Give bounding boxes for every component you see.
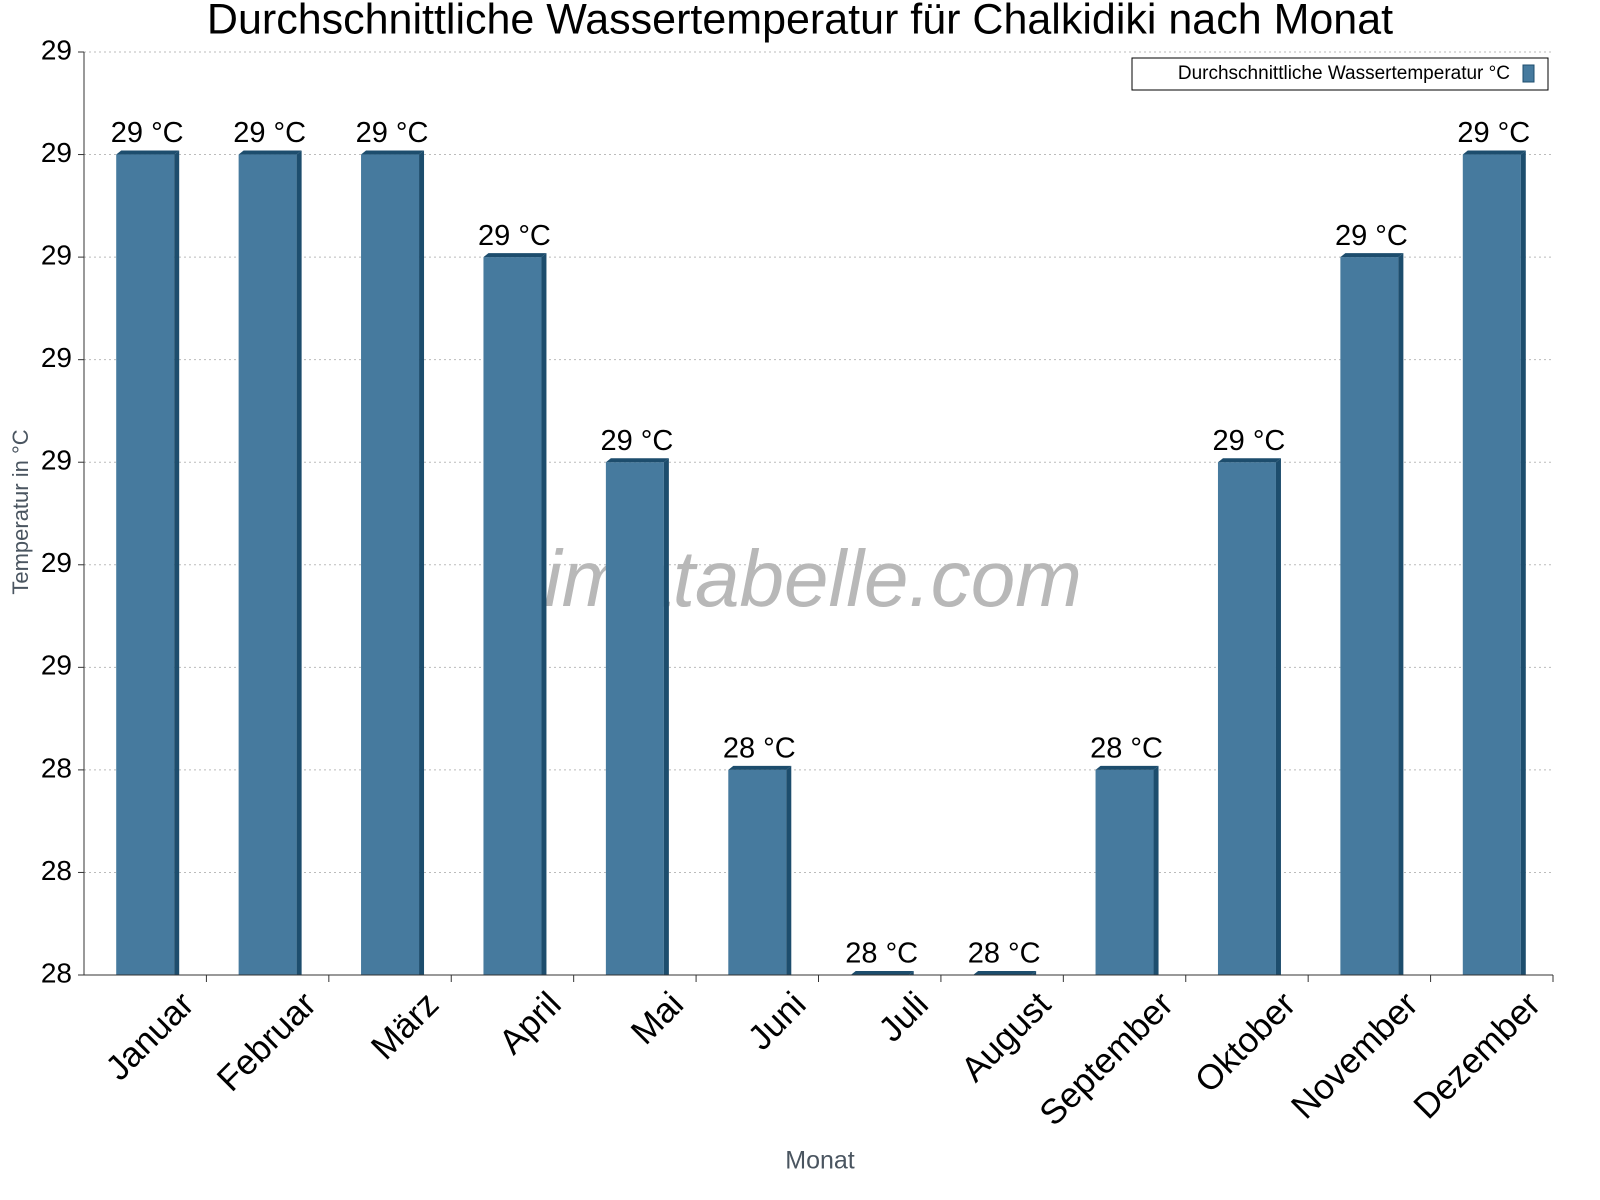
y-tick-label: 29 xyxy=(41,445,72,476)
y-tick-label: 29 xyxy=(41,342,72,373)
bar-top xyxy=(1340,253,1404,258)
bar-top xyxy=(850,971,914,975)
value-label: 28 °C xyxy=(723,733,796,765)
value-label: 29 °C xyxy=(233,117,306,149)
legend: Durchschnittliche Wassertemperatur °C xyxy=(1131,57,1549,91)
bar xyxy=(238,154,297,976)
y-tick-label: 28 xyxy=(41,957,72,988)
bar-edge xyxy=(786,765,792,975)
y-tick-label: 29 xyxy=(41,34,72,65)
bar-edge xyxy=(174,150,180,976)
bar-top xyxy=(361,150,425,155)
value-label: 29 °C xyxy=(478,220,551,252)
x-tick-label: Oktober xyxy=(1188,984,1304,1100)
bar-top xyxy=(116,150,180,155)
value-label: 28 °C xyxy=(845,938,918,970)
x-tick-label: Juli xyxy=(871,985,936,1050)
x-tick-label: Mai xyxy=(624,985,691,1052)
legend-swatch xyxy=(1522,64,1535,83)
bar xyxy=(728,769,787,975)
bar-top xyxy=(1217,458,1281,463)
bar xyxy=(1462,154,1521,976)
y-tick-label: 29 xyxy=(41,240,72,271)
value-label: 29 °C xyxy=(356,117,429,149)
x-tick-label: Januar xyxy=(98,984,201,1087)
bar xyxy=(361,154,420,976)
x-tick-label: August xyxy=(954,984,1059,1089)
bar-edge xyxy=(541,253,547,976)
bar xyxy=(1340,257,1399,976)
bar-edge xyxy=(1520,150,1526,976)
bar xyxy=(116,154,175,976)
value-label: 29 °C xyxy=(1335,220,1408,252)
y-tick-label: 28 xyxy=(41,752,72,783)
watermark: klimatabelle.com xyxy=(486,534,1082,623)
bar xyxy=(1217,462,1276,975)
y-tick-label: 29 xyxy=(41,137,72,168)
x-tick-label: März xyxy=(364,985,447,1068)
value-label: 29 °C xyxy=(1213,425,1286,457)
value-label: 28 °C xyxy=(1090,733,1163,765)
bar-edge xyxy=(1153,765,1159,975)
bar-top xyxy=(973,971,1037,975)
bar-top xyxy=(728,765,792,770)
chart-title: Durchschnittliche Wassertemperatur für C… xyxy=(207,0,1393,43)
y-tick-label: 28 xyxy=(41,855,72,886)
bar-top xyxy=(1095,765,1159,770)
bar xyxy=(605,462,664,975)
bar-top xyxy=(605,458,669,463)
x-tick-label: Dezember xyxy=(1406,984,1548,1126)
x-tick-label: Februar xyxy=(210,984,324,1098)
bar xyxy=(1095,769,1154,975)
x-tick-label: April xyxy=(492,985,569,1062)
value-label: 28 °C xyxy=(968,938,1041,970)
x-tick-label: November xyxy=(1284,984,1426,1126)
bar-edge xyxy=(419,150,425,976)
x-tick-label: Juni xyxy=(741,985,814,1058)
x-axis-label: Monat xyxy=(785,1147,855,1175)
y-axis-label: Temperatur in °C xyxy=(8,429,33,594)
value-label: 29 °C xyxy=(1457,117,1530,149)
bar-edge xyxy=(1398,253,1404,976)
bar-edge xyxy=(296,150,302,976)
value-label: 29 °C xyxy=(600,425,673,457)
bar-top xyxy=(483,253,547,258)
bar xyxy=(483,257,542,976)
value-label: 29 °C xyxy=(111,117,184,149)
x-tick-label: September xyxy=(1032,984,1181,1133)
bar-top xyxy=(1462,150,1526,155)
legend-label: Durchschnittliche Wassertemperatur °C xyxy=(1178,63,1510,84)
y-tick-label: 29 xyxy=(41,547,72,578)
legend-box xyxy=(1131,57,1549,91)
bar-edge xyxy=(1275,458,1281,975)
bar-top xyxy=(238,150,302,155)
y-tick-label: 29 xyxy=(41,650,72,681)
bar-edge xyxy=(663,458,669,975)
